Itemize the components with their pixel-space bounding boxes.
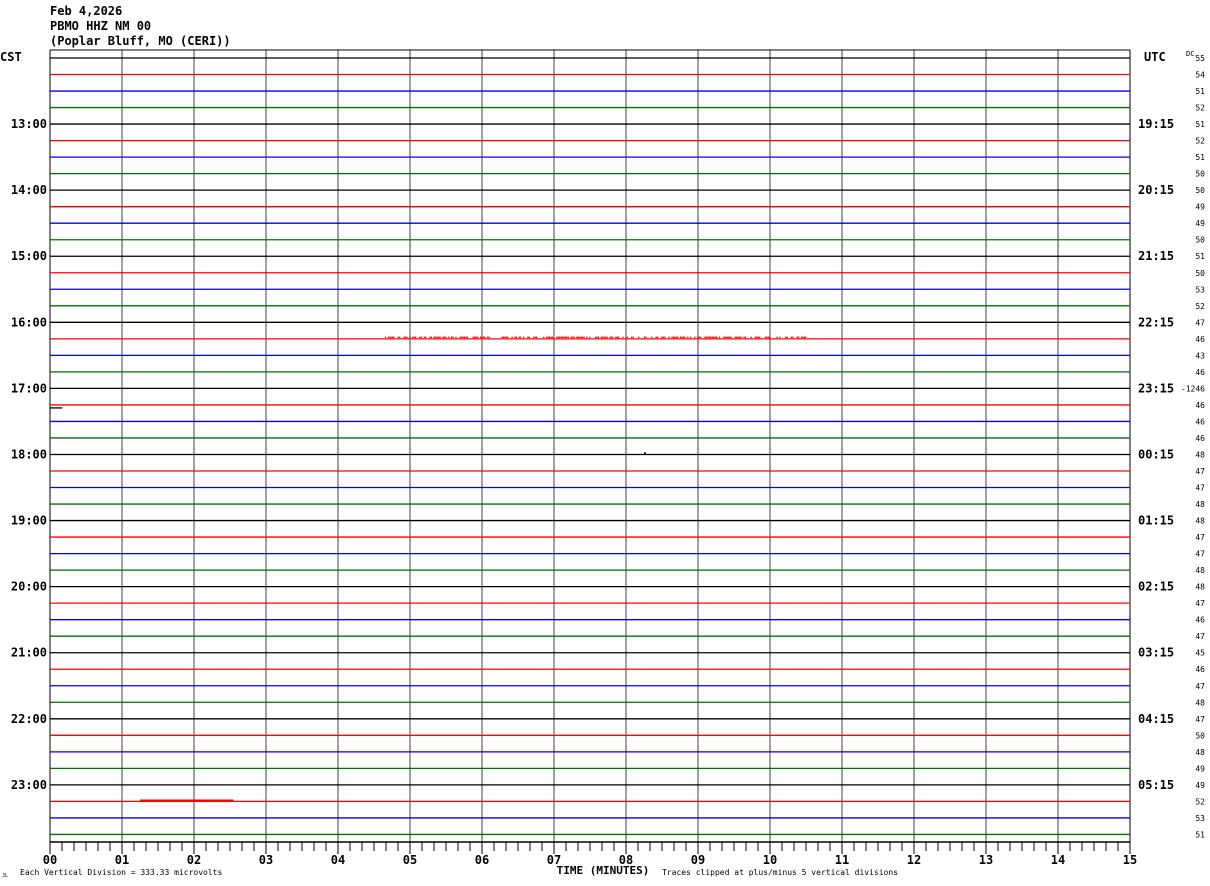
utc-hour-label: 19:15	[1138, 117, 1174, 131]
dc-offset-label: 51	[1195, 252, 1205, 261]
dc-offset-label: 47	[1195, 682, 1205, 691]
dc-offset-label: 49	[1195, 203, 1205, 212]
location-label: (Poplar Bluff, MO (CERI))	[50, 34, 231, 48]
dc-offset-label: 47	[1195, 484, 1205, 493]
utc-hour-label: 22:15	[1138, 315, 1174, 329]
x-tick-label: 07	[547, 853, 561, 867]
utc-hour-label: 21:15	[1138, 249, 1174, 263]
footer-scale-note: Each Vertical Division = 333.33 microvol…	[20, 868, 222, 877]
utc-hour-label: 05:15	[1138, 778, 1174, 792]
dc-offset-label: 46	[1195, 335, 1205, 344]
cst-axis-title: CST	[0, 50, 22, 64]
cst-hour-label: 20:00	[11, 580, 47, 594]
utc-hour-label: 03:15	[1138, 646, 1174, 660]
cst-hour-label: 15:00	[11, 249, 47, 263]
corner-mark: JL	[2, 873, 8, 879]
x-tick-label: 00	[43, 853, 57, 867]
x-tick-label: 11	[835, 853, 849, 867]
cst-hour-label: 23:00	[11, 778, 47, 792]
dc-offset-label: 48	[1195, 450, 1205, 459]
dc-offset-label: 47	[1195, 599, 1205, 608]
cst-hour-label: 22:00	[11, 712, 47, 726]
x-tick-label: 06	[475, 853, 489, 867]
x-axis-title: TIME (MINUTES)	[557, 864, 650, 877]
dc-offset-label: 50	[1195, 170, 1205, 179]
dc-offset-label: 46	[1195, 434, 1205, 443]
date-label: Feb 4,2026	[50, 4, 123, 18]
cst-hour-label: 14:00	[11, 183, 47, 197]
dc-offset-label: 46	[1195, 368, 1205, 377]
dc-offset-label: 50	[1195, 731, 1205, 740]
dc-offset-label: 48	[1195, 748, 1205, 757]
x-tick-label: 08	[619, 853, 633, 867]
x-tick-label: 02	[187, 853, 201, 867]
dc-offset-label: 48	[1195, 583, 1205, 592]
dc-offset-label: 48	[1195, 517, 1205, 526]
dc-offset-label: 46	[1195, 401, 1205, 410]
x-tick-label: 09	[691, 853, 705, 867]
signal-mark	[644, 452, 646, 454]
dc-title: DC	[1186, 50, 1194, 58]
dc-offset-label: 47	[1195, 533, 1205, 542]
dc-offset-label: 51	[1195, 153, 1205, 162]
dc-offset-label: 53	[1195, 814, 1205, 823]
dc-offset-label: 48	[1195, 566, 1205, 575]
utc-hour-label: 23:15	[1138, 381, 1174, 395]
dc-offset-label: 50	[1195, 269, 1205, 278]
dc-offset-label: 52	[1195, 797, 1205, 806]
x-tick-label: 05	[403, 853, 417, 867]
dc-offset-label: 47	[1195, 550, 1205, 559]
x-tick-label: 14	[1051, 853, 1065, 867]
dc-offset-label: -1246	[1181, 384, 1205, 393]
dc-offset-label: 52	[1195, 137, 1205, 146]
dc-offset-label: 51	[1195, 120, 1205, 129]
dc-offset-label: 45	[1195, 649, 1205, 658]
cst-hour-label: 13:00	[11, 117, 47, 131]
dc-offset-label: 50	[1195, 236, 1205, 245]
utc-hour-label: 00:15	[1138, 447, 1174, 461]
cst-hour-label: 17:00	[11, 381, 47, 395]
x-tick-label: 01	[115, 853, 129, 867]
dc-offset-label: 47	[1195, 467, 1205, 476]
dc-offset-label: 54	[1195, 71, 1205, 80]
x-tick-label: 12	[907, 853, 921, 867]
dc-offset-label: 49	[1195, 219, 1205, 228]
dc-offset-label: 46	[1195, 665, 1205, 674]
dc-offset-label: 47	[1195, 715, 1205, 724]
cst-hour-label: 19:00	[11, 514, 47, 528]
dc-offset-label: 52	[1195, 104, 1205, 113]
dc-offset-label: 43	[1195, 351, 1205, 360]
dc-offset-label: 46	[1195, 417, 1205, 426]
dc-offset-label: 47	[1195, 318, 1205, 327]
utc-axis-title: UTC	[1144, 50, 1166, 64]
x-tick-label: 15	[1123, 853, 1137, 867]
dc-offset-label: 50	[1195, 186, 1205, 195]
dc-offset-label: 51	[1195, 87, 1205, 96]
dc-offset-label: 48	[1195, 500, 1205, 509]
x-tick-label: 03	[259, 853, 273, 867]
station-label: PBMO HHZ NM 00	[50, 19, 152, 33]
footer-clip-note: Traces clipped at plus/minus 5 vertical …	[662, 868, 898, 877]
x-tick-label: 13	[979, 853, 993, 867]
dc-offset-label: 52	[1195, 302, 1205, 311]
dc-offset-label: 49	[1195, 781, 1205, 790]
cst-hour-label: 21:00	[11, 646, 47, 660]
dc-offset-label: 51	[1195, 830, 1205, 839]
utc-hour-label: 01:15	[1138, 514, 1174, 528]
dc-offset-label: 49	[1195, 764, 1205, 773]
utc-hour-label: 04:15	[1138, 712, 1174, 726]
dc-offset-label: 48	[1195, 698, 1205, 707]
cst-hour-label: 18:00	[11, 447, 47, 461]
utc-hour-label: 02:15	[1138, 580, 1174, 594]
cst-hour-label: 16:00	[11, 315, 47, 329]
dc-offset-label: 47	[1195, 632, 1205, 641]
x-tick-label: 10	[763, 853, 777, 867]
utc-hour-label: 20:15	[1138, 183, 1174, 197]
dc-offset-label: 46	[1195, 616, 1205, 625]
x-tick-label: 04	[331, 853, 345, 867]
dc-offset-label: 53	[1195, 285, 1205, 294]
dc-offset-label: 55	[1195, 54, 1205, 63]
